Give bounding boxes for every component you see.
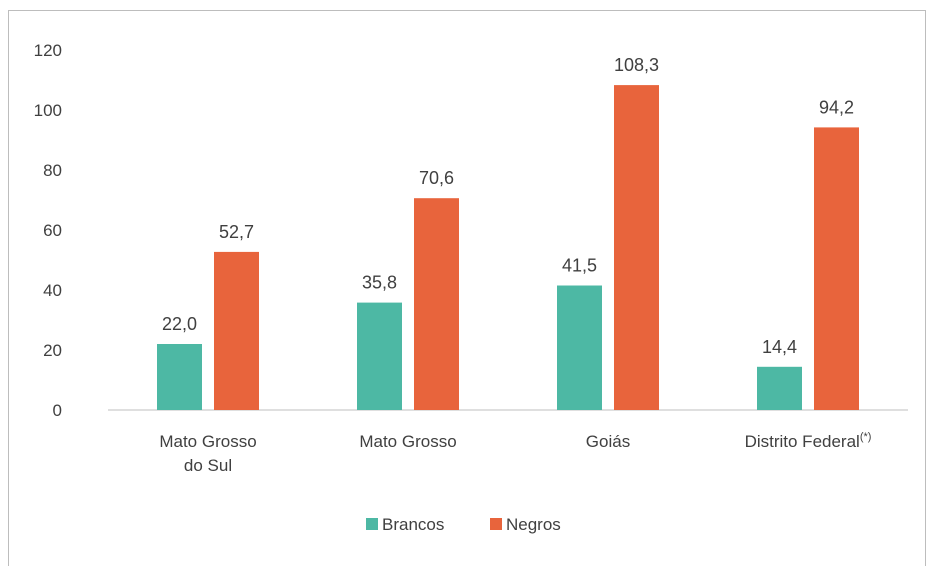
y-tick-label: 0	[53, 401, 62, 420]
y-tick-label: 20	[43, 341, 62, 360]
bars	[157, 85, 859, 411]
category-label: Mato Grosso	[359, 432, 456, 451]
y-tick-label: 40	[43, 281, 62, 300]
y-tick-label: 120	[34, 41, 62, 60]
y-tick-label: 60	[43, 221, 62, 240]
bar-negros	[214, 251, 259, 410]
chart-frame	[8, 10, 926, 566]
category-footnote-marker: (*)	[860, 431, 872, 443]
data-label: 94,2	[819, 97, 854, 117]
bar-brancos	[157, 344, 202, 410]
category-label: Distrito Federal(*)	[745, 431, 872, 451]
y-tick-label: 80	[43, 161, 62, 180]
data-labels: 22,0 52,7 35,8 70,6 41,5 108,3 14,4 94,2	[162, 55, 854, 357]
bar-brancos	[557, 285, 602, 410]
category-label: Goiás	[586, 432, 630, 451]
bar-negros	[414, 198, 459, 410]
data-label: 70,6	[419, 168, 454, 188]
y-axis-ticks: 0 20 40 60 80 100 120	[34, 41, 62, 420]
legend-swatch-brancos	[366, 518, 378, 530]
data-label: 14,4	[762, 337, 797, 357]
data-label: 108,3	[614, 55, 659, 75]
y-tick-label: 100	[34, 101, 62, 120]
data-label: 41,5	[562, 256, 597, 276]
bar-negros	[814, 127, 859, 411]
legend-label: Negros	[506, 515, 561, 534]
data-label: 52,7	[219, 222, 254, 242]
data-label: 22,0	[162, 314, 197, 334]
category-label: Mato Grosso	[159, 432, 256, 451]
data-label: 35,8	[362, 273, 397, 293]
category-label: do Sul	[184, 456, 232, 475]
legend-swatch-negros	[490, 518, 502, 530]
bar-brancos	[757, 366, 802, 410]
legend: Brancos Negros	[366, 515, 561, 534]
category-labels: Mato Grosso do Sul Mato Grosso Goiás Distrit…	[159, 431, 871, 475]
bar-brancos	[357, 302, 402, 410]
bar-negros	[614, 85, 659, 410]
legend-label: Brancos	[382, 515, 444, 534]
